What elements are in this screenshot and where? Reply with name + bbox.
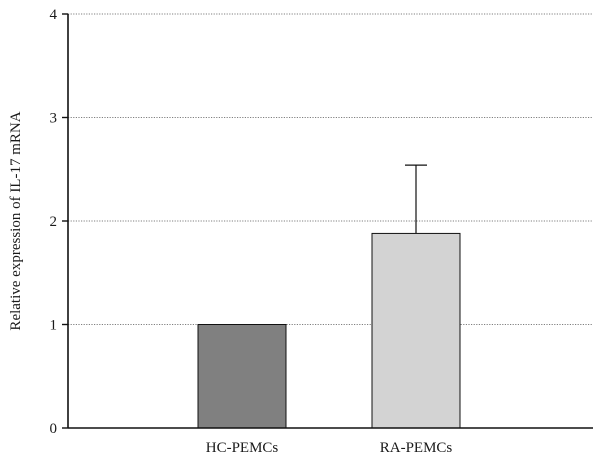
axes	[62, 13, 593, 429]
bar-ra-pemcs	[371, 232, 461, 429]
y-tick-label-2: 2	[50, 214, 58, 230]
x-tick-label-ra-pemcs: RA-PEMCs	[380, 440, 453, 456]
error-bars	[405, 164, 427, 234]
y-axis-title: Relative expression of IL-17 mRNA	[8, 111, 24, 330]
y-tick-label-1: 1	[50, 318, 58, 334]
labels: HC-PEMCs RA-PEMCs 0 1 2 3 4	[50, 7, 453, 456]
y-tick-label-4: 4	[50, 7, 58, 23]
y-tick-label-0: 0	[50, 421, 58, 437]
x-tick-label-hc-pemcs: HC-PEMCs	[206, 440, 279, 456]
bars	[197, 232, 461, 429]
y-tick-label-3: 3	[50, 111, 58, 127]
gridlines	[68, 13, 593, 325]
bar-hc-pemcs	[197, 324, 287, 429]
